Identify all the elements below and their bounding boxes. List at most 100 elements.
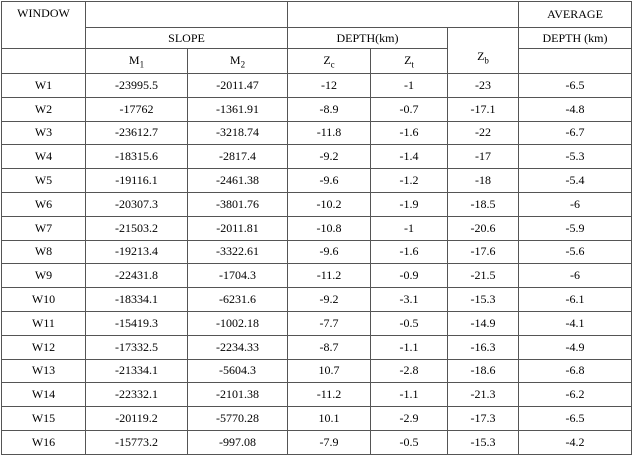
value-cell: -1361.91 bbox=[187, 96, 288, 122]
value-cell: -2461.38 bbox=[187, 168, 288, 193]
value-cell: -18.6 bbox=[446, 358, 520, 384]
window-cell: W10 bbox=[1, 287, 86, 312]
slope-header: SLOPE bbox=[85, 27, 288, 49]
value-cell: -0.9 bbox=[370, 263, 448, 289]
value-cell: -21.3 bbox=[446, 382, 520, 408]
value-cell: -1 bbox=[370, 215, 448, 241]
data-row: W11 -15419.3 -1002.18 -7.7 -0.5 -14.9 -4.1 bbox=[1, 310, 632, 336]
value-cell: -2.8 bbox=[370, 358, 448, 384]
value-cell: -6 bbox=[518, 263, 632, 289]
value-cell: -17332.5 bbox=[85, 334, 188, 360]
column-subscript: b bbox=[484, 55, 489, 66]
column-subscript: t bbox=[411, 59, 414, 70]
value-cell: -0.5 bbox=[370, 429, 448, 455]
column-symbol: Z bbox=[404, 52, 412, 67]
value-cell: -2101.38 bbox=[187, 382, 288, 408]
data-row: W13 -21334.1 -5604.3 10.7 -2.8 -18.6 -6.8 bbox=[1, 358, 632, 384]
value-cell: -11.2 bbox=[287, 382, 371, 408]
value-cell: -15773.2 bbox=[85, 429, 188, 455]
data-row: W5 -19116.1 -2461.38 -9.6 -1.2 -18 -5.4 bbox=[1, 168, 632, 193]
column-symbol: M bbox=[229, 52, 241, 67]
value-cell: -10.2 bbox=[287, 191, 371, 217]
value-cell: -17.1 bbox=[446, 96, 520, 122]
value-cell: -9.2 bbox=[287, 144, 371, 170]
value-cell: -11.2 bbox=[287, 263, 371, 289]
value-cell: -23612.7 bbox=[85, 120, 188, 146]
value-cell: -15419.3 bbox=[85, 310, 188, 336]
value-cell: -8.9 bbox=[287, 96, 371, 122]
value-cell: -22 bbox=[446, 120, 520, 146]
header-row: M1 M2 Zc Zt bbox=[1, 48, 632, 74]
column-header: Zc bbox=[287, 48, 371, 74]
value-cell: -18.5 bbox=[446, 191, 520, 217]
window-cell: W8 bbox=[1, 239, 86, 265]
value-cell: -17.3 bbox=[446, 406, 520, 431]
data-row: W6 -20307.3 -3801.76 -10.2 -1.9 -18.5 -6 bbox=[1, 191, 632, 217]
window-cell: W3 bbox=[1, 120, 86, 146]
value-cell: -0.7 bbox=[370, 96, 448, 122]
value-cell: -9.6 bbox=[287, 168, 371, 193]
value-cell: -6.8 bbox=[518, 358, 632, 384]
window-cell: W12 bbox=[1, 334, 86, 360]
column-header: Zt bbox=[370, 48, 448, 74]
header-row: SLOPE DEPTH(km) Zb DEPTH (km) bbox=[2, 27, 632, 74]
empty-cell bbox=[286, 1, 520, 28]
window-cell: W11 bbox=[1, 310, 86, 336]
column-symbol: Z bbox=[477, 49, 485, 64]
value-cell: -17 bbox=[446, 144, 520, 170]
value-cell: -20119.2 bbox=[85, 406, 188, 431]
value-cell: -5604.3 bbox=[187, 358, 288, 384]
window-cell: W9 bbox=[1, 263, 86, 289]
value-cell: -5.4 bbox=[518, 168, 632, 193]
value-cell: -6.1 bbox=[518, 287, 632, 312]
window-cell: W2 bbox=[1, 96, 86, 122]
value-cell: -2011.81 bbox=[187, 215, 288, 241]
value-cell: -19116.1 bbox=[85, 168, 188, 193]
data-row: W4 -18315.6 -2817.4 -9.2 -1.4 -17 -5.3 bbox=[1, 144, 632, 170]
data-row: W16 -15773.2 -997.08 -7.9 -0.5 -15.3 -4.2 bbox=[1, 429, 632, 455]
value-cell: -1704.3 bbox=[187, 263, 288, 289]
value-cell: -1.9 bbox=[370, 191, 448, 217]
column-symbol: Z bbox=[323, 52, 331, 67]
value-cell: -1.6 bbox=[370, 120, 448, 146]
column-header: M1 bbox=[85, 48, 188, 74]
data-row: W14 -22332.1 -2101.38 -11.2 -1.1 -21.3 -6.2 bbox=[1, 382, 632, 408]
value-cell: -9.6 bbox=[287, 239, 371, 265]
value-cell: -2.9 bbox=[370, 406, 448, 431]
window-cell: W7 bbox=[1, 215, 86, 241]
value-cell: -23995.5 bbox=[85, 73, 188, 98]
column-subscript: 2 bbox=[240, 59, 246, 70]
value-cell: -17762 bbox=[85, 96, 188, 122]
value-cell: -6.2 bbox=[518, 382, 632, 408]
window-cell: W16 bbox=[1, 429, 86, 455]
value-cell: -21.5 bbox=[446, 263, 520, 289]
value-cell: -5.9 bbox=[518, 215, 632, 241]
column-symbol: M bbox=[128, 52, 140, 67]
value-cell: -21334.1 bbox=[85, 358, 188, 384]
average-unit-header: DEPTH (km) bbox=[518, 27, 632, 49]
window-cell: W15 bbox=[1, 406, 86, 431]
value-cell: -10.8 bbox=[287, 215, 371, 241]
value-cell: -1002.18 bbox=[187, 310, 288, 336]
data-row: W2 -17762 -1361.91 -8.9 -0.7 -17.1 -4.8 bbox=[1, 96, 632, 122]
value-cell: 10.7 bbox=[287, 358, 371, 384]
value-cell: -5.3 bbox=[518, 144, 632, 170]
value-cell: -6.5 bbox=[518, 406, 632, 431]
empty-cell bbox=[85, 1, 288, 28]
value-cell: 10.1 bbox=[287, 406, 371, 431]
value-cell: -18334.1 bbox=[85, 287, 188, 312]
value-cell: -4.9 bbox=[518, 334, 632, 360]
value-cell: -1.1 bbox=[370, 382, 448, 408]
data-row: W12 -17332.5 -2234.33 -8.7 -1.1 -16.3 -4.9 bbox=[1, 334, 632, 360]
value-cell: -18 bbox=[446, 168, 520, 193]
value-cell: -8.7 bbox=[287, 334, 371, 360]
value-cell: -6 bbox=[518, 191, 632, 217]
column-subscript: 1 bbox=[139, 59, 145, 70]
window-cell: W6 bbox=[1, 191, 86, 217]
value-cell: -1.4 bbox=[370, 144, 448, 170]
data-row: W9 -22431.8 -1704.3 -11.2 -0.9 -21.5 -6 bbox=[1, 263, 632, 289]
value-cell: -4.8 bbox=[518, 96, 632, 122]
data-row: W8 -19213.4 -3322.61 -9.6 -1.6 -17.6 -5.6 bbox=[1, 239, 632, 265]
value-cell: -3801.76 bbox=[187, 191, 288, 217]
